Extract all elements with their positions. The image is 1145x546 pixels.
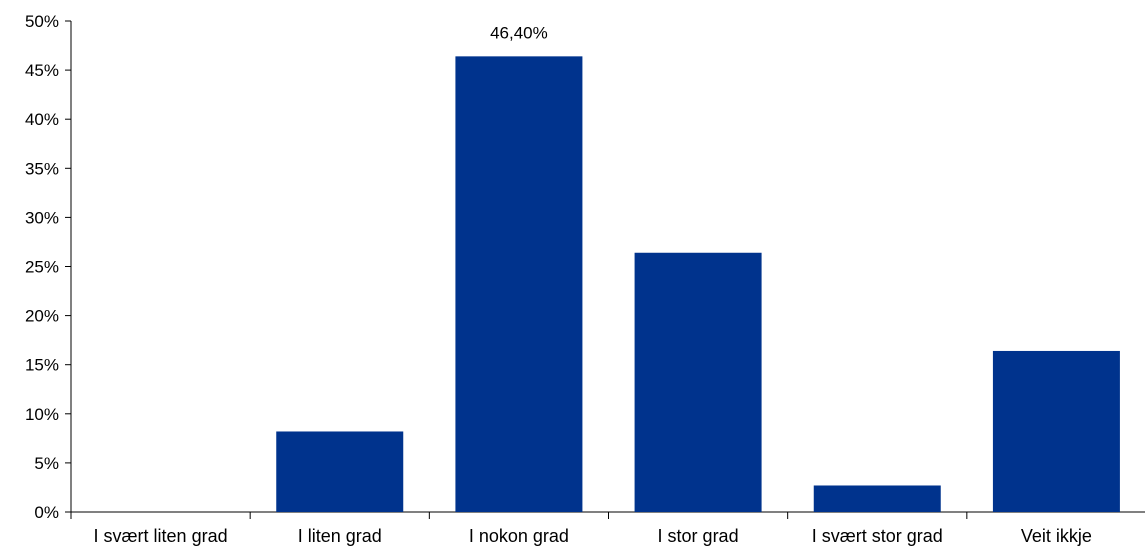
x-tick-label: I stor grad xyxy=(658,526,739,546)
y-tick-label: 10% xyxy=(25,405,59,424)
y-tick-label: 50% xyxy=(25,12,59,31)
bar xyxy=(455,56,583,513)
y-tick-label: 5% xyxy=(34,454,59,473)
y-tick-label: 0% xyxy=(34,503,59,522)
bar xyxy=(634,252,762,512)
data-labels: 46,40% xyxy=(490,23,548,42)
bar xyxy=(992,350,1120,512)
bar xyxy=(276,431,404,512)
x-tick-label: I nokon grad xyxy=(469,526,569,546)
y-tick-label: 20% xyxy=(25,307,59,326)
y-tick-label: 30% xyxy=(25,208,59,227)
y-tick-label: 45% xyxy=(25,61,59,80)
x-tick-label: Veit ikkje xyxy=(1021,526,1092,546)
y-tick-label: 15% xyxy=(25,356,59,375)
x-tick-label: I svært liten grad xyxy=(94,526,228,546)
x-tick-label: I svært stor grad xyxy=(812,526,943,546)
y-tick-label: 40% xyxy=(25,110,59,129)
x-tick-label: I liten grad xyxy=(298,526,382,546)
bar xyxy=(813,485,941,512)
y-axis: 0% 5% 10% 15% 20% 25% 30% 35% 40% 45% 50% xyxy=(25,12,72,522)
x-axis: I svært liten grad I liten grad I nokon gr… xyxy=(70,511,1145,546)
data-label: 46,40% xyxy=(490,23,548,42)
y-tick-label: 35% xyxy=(25,159,59,178)
y-tick-label: 25% xyxy=(25,258,59,277)
bars xyxy=(276,56,1120,513)
